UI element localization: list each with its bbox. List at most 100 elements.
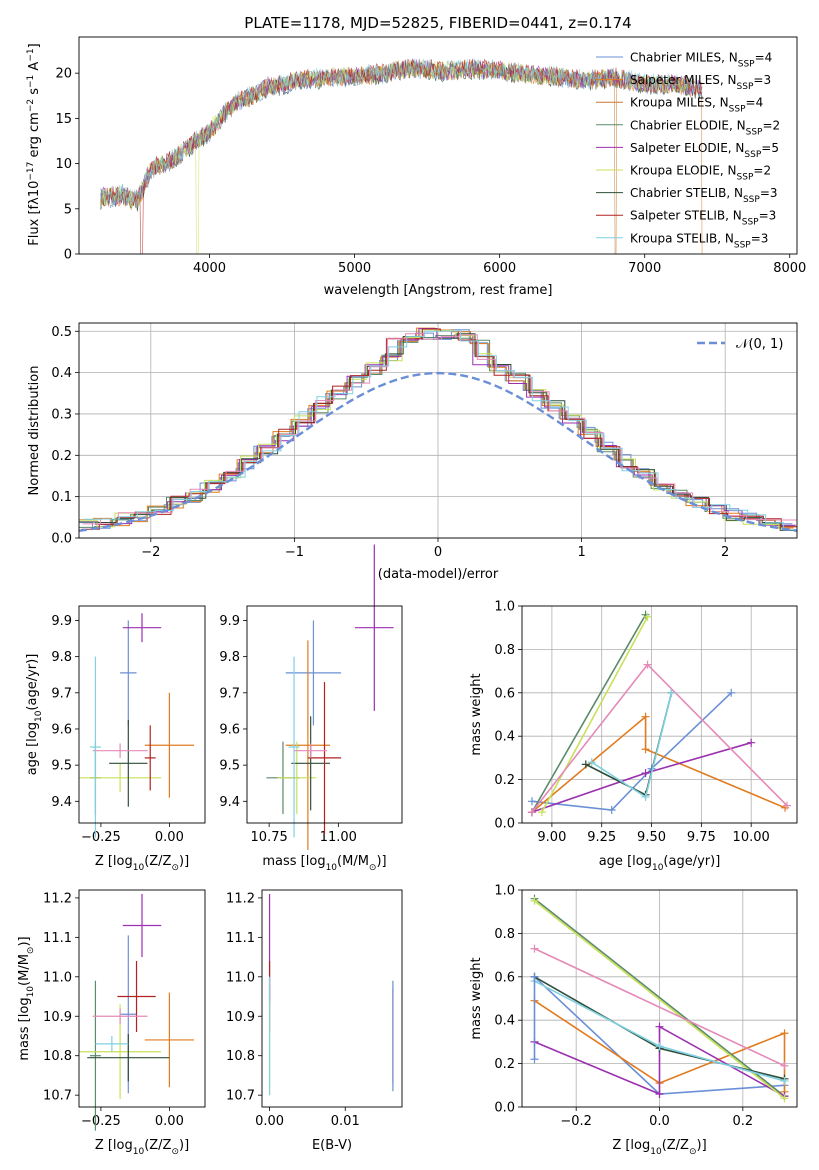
label-part: ⊙ [369,863,377,873]
label-part: −2 [26,99,36,112]
weight-marker [641,712,650,721]
gaussian-curve [79,371,797,532]
label-part: A [27,62,42,75]
y-tick-label: 9.9 [51,614,72,629]
y-tick-label: 0.6 [494,970,515,985]
label-part: 10 [26,986,36,998]
x-tick-label: 0.00 [155,830,184,845]
label-part: 10 [133,863,145,873]
label-part: −1 [26,48,36,61]
residuals-chart: −2 −1 0 1 2 0.0 0.1 0.2 0.3 0.4 0.5 𝒩(0, 1) (data-mo… [27,322,798,582]
label-part: −17 [26,162,36,181]
y-tick-label: 9.7 [51,686,72,701]
label-part: Chabrier MILES, N [630,51,738,65]
label-part: )] [179,1138,189,1153]
data-point [288,656,300,838]
data-point [291,716,331,811]
data-point [144,992,195,1088]
weight-series-3 [534,1025,785,1097]
data-point [89,656,101,838]
age_vs_mass-chart: 10.75 11.00 9.4 9.5 9.6 9.7 9.8 9.9 mass [log10(… [219,544,403,873]
x-axis-label: Z [log10(Z/Z⊙)] [612,1138,706,1157]
label-part: SSP [746,127,763,137]
label-part: Salpeter STELIB, N [630,209,742,223]
weight-series-3 [531,741,752,813]
y-tick-label: 5 [64,202,72,217]
y-tick-label: 15 [55,112,72,127]
label-part: ⊙ [171,863,179,873]
spectrum-series-2 [100,60,703,254]
weight-marker [643,612,652,621]
label-part: SSP [743,195,760,205]
y-tick-label: 0.8 [494,643,515,658]
y-tick-label: 10.9 [43,1010,72,1025]
x-tick-label: −0.25 [81,1114,121,1129]
axes-frame [521,605,798,824]
y-axis-label: Flux [fλ10−17 erg cm−2 s−1 A−1] [26,43,42,245]
residual-hist-4 [79,329,797,528]
weight-series-7 [591,692,673,799]
y-tick-label: 0.2 [51,449,72,464]
weight-marker [783,801,792,810]
y-tick-label: 0.4 [51,366,72,381]
data-point [92,743,148,758]
y-tick-label: 10.7 [43,1089,72,1104]
y-tick-label: 11.2 [226,891,255,906]
y-tick-label: 0.0 [494,1101,515,1116]
data-point [277,741,317,814]
weight-series-4 [541,616,649,813]
label-part: ] [27,43,42,48]
weight_vs_age-chart: 9.00 9.25 9.50 9.75 10.00 0.0 0.2 0.4 0.6 0.8 1.0 a… [469,600,798,873]
data-point [294,743,328,758]
legend-label: Chabrier MILES, NSSP=4 [630,51,772,70]
residual-hist-2 [79,335,795,528]
y-tick-label: 1.0 [494,884,515,899]
label-part: s [27,88,42,99]
data-point [144,725,156,791]
mass_vs_ebv-chart: 0.00 0.01 10.7 10.8 10.9 11.0 11.1 11.2 E(B-V) [226,889,403,1153]
x-axis-label: age [log10(age/yr)] [599,854,721,873]
spectrum-series-7 [100,58,703,254]
weight-marker [780,1076,789,1085]
weight-series-6 [534,947,785,1067]
legend-label: Chabrier ELODIE, NSSP=2 [630,118,780,137]
axes-frame [78,889,206,1108]
label-part: Kroupa STELIB, N [630,231,734,245]
x-tick-label: 0 [434,545,442,560]
label-part: SSP [734,240,751,250]
y-tick-label: 1.0 [494,600,515,615]
data-point [95,1035,129,1052]
label-part: SSP [729,105,746,115]
weight-marker [527,808,536,817]
label-part: Kroupa ELODIE, N [630,164,737,178]
data-point [285,640,331,851]
label-part: Kroupa MILES, N [630,96,729,110]
y-axis-label: age [log10(age/yr)] [25,654,44,776]
x-tick-label: 9.00 [537,830,566,845]
data-point [87,1034,170,1082]
label-part: Salpeter MILES, N [630,73,737,87]
age_vs_Z-chart: −0.25 0.009.49.59.69.79.89.9Z [log10(Z/Z⊙… [25,605,206,873]
x-tick-label: 7000 [628,261,661,276]
y-tick-label: 0.2 [494,1057,515,1072]
x-tick-label: 10.00 [733,830,770,845]
label-part: SSP [742,218,759,228]
y-tick-label: 0.3 [51,407,72,422]
label-part: SSP [737,82,754,92]
y-tick-label: 11.0 [43,970,72,985]
weight-series-4 [534,900,785,1099]
label-part: ⊙ [26,947,36,955]
label-part: (age/yr)] [25,654,40,711]
label-part: =4 [755,51,773,65]
label-part: erg cm [27,112,42,161]
x-axis-label: wavelength [Angstrom, rest frame] [324,283,553,298]
weight-series-2 [531,614,647,813]
residual-hist-6 [81,328,797,530]
y-tick-label: 11.0 [226,970,255,985]
y-tick-label: 9.9 [219,614,240,629]
data-point [122,893,162,958]
label-part: =2 [753,164,771,178]
spectrum-series-1 [100,60,703,254]
weight-marker [527,797,536,806]
label-part: mass [log [17,997,32,1060]
